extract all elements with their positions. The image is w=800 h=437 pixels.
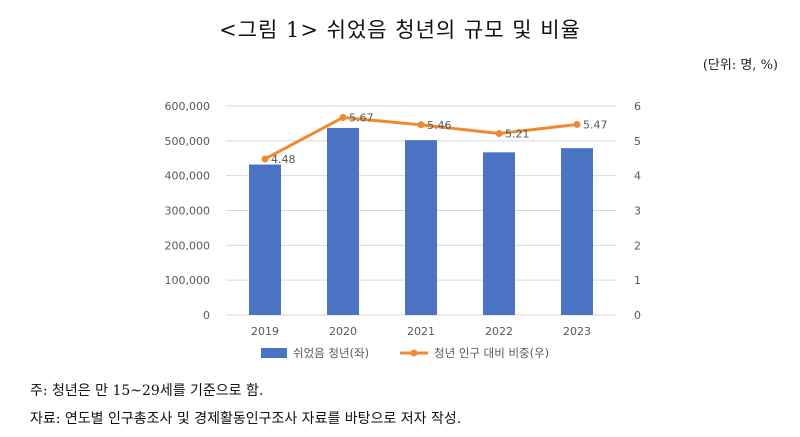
legend-label: 청년 인구 대비 비중(우) [434,346,549,360]
legend-line-marker [410,349,418,357]
bar [561,148,593,315]
combo-chart: 0 100,000 200,000 300,000 400,000 500,000 600,… [165,100,642,360]
y-right-tick-label: 6 [634,100,641,113]
y-left-tick-label: 200,000 [165,239,211,252]
unit-label: (단위: 명, %) [702,58,778,73]
bar [483,152,515,315]
y-left-tick-label: 300,000 [165,205,211,218]
data-label: 4.48 [271,153,296,166]
source-note: 자료: 연도별 인구총조사 및 경제활동인구조사 자료를 바탕으로 저자 작성. [30,411,462,427]
y-left-tick-label: 400,000 [165,170,211,183]
data-label: 5.47 [583,118,608,131]
bar [405,140,437,315]
line-point [495,130,503,138]
x-tick-label: 2021 [407,325,435,338]
y-right-tick-label: 3 [634,205,641,218]
data-label: 5.46 [427,119,452,132]
y-right-tick-label: 2 [634,239,641,252]
y-right-tick-label: 0 [634,309,641,322]
footnote: 주: 청년은 만 15~29세를 기준으로 함. [30,383,264,399]
line-point [339,113,347,121]
y-left-tick-label: 500,000 [165,135,211,148]
line-point [417,121,425,129]
line-point [261,155,269,163]
legend-bar-swatch [261,348,287,358]
y-right-tick-label: 5 [634,135,641,148]
y-left-tick-label: 600,000 [165,100,211,113]
data-label: 5.67 [349,111,374,124]
bar [327,127,359,315]
y-right-tick-label: 4 [634,170,641,183]
x-tick-label: 2019 [251,325,279,338]
data-label: 5.21 [505,128,530,141]
bar [249,164,281,315]
x-tick-label: 2023 [563,325,591,338]
chart-title: <그림 1> 쉬었음 청년의 규모 및 비율 [219,18,581,42]
line-point [573,120,581,128]
y-right-tick-label: 1 [634,274,641,287]
y-left-tick-label: 100,000 [165,274,211,287]
x-tick-label: 2022 [485,325,513,338]
legend-label: 쉬었음 청년(좌) [293,346,369,360]
x-tick-label: 2020 [329,325,357,338]
y-left-tick-label: 0 [203,309,210,322]
